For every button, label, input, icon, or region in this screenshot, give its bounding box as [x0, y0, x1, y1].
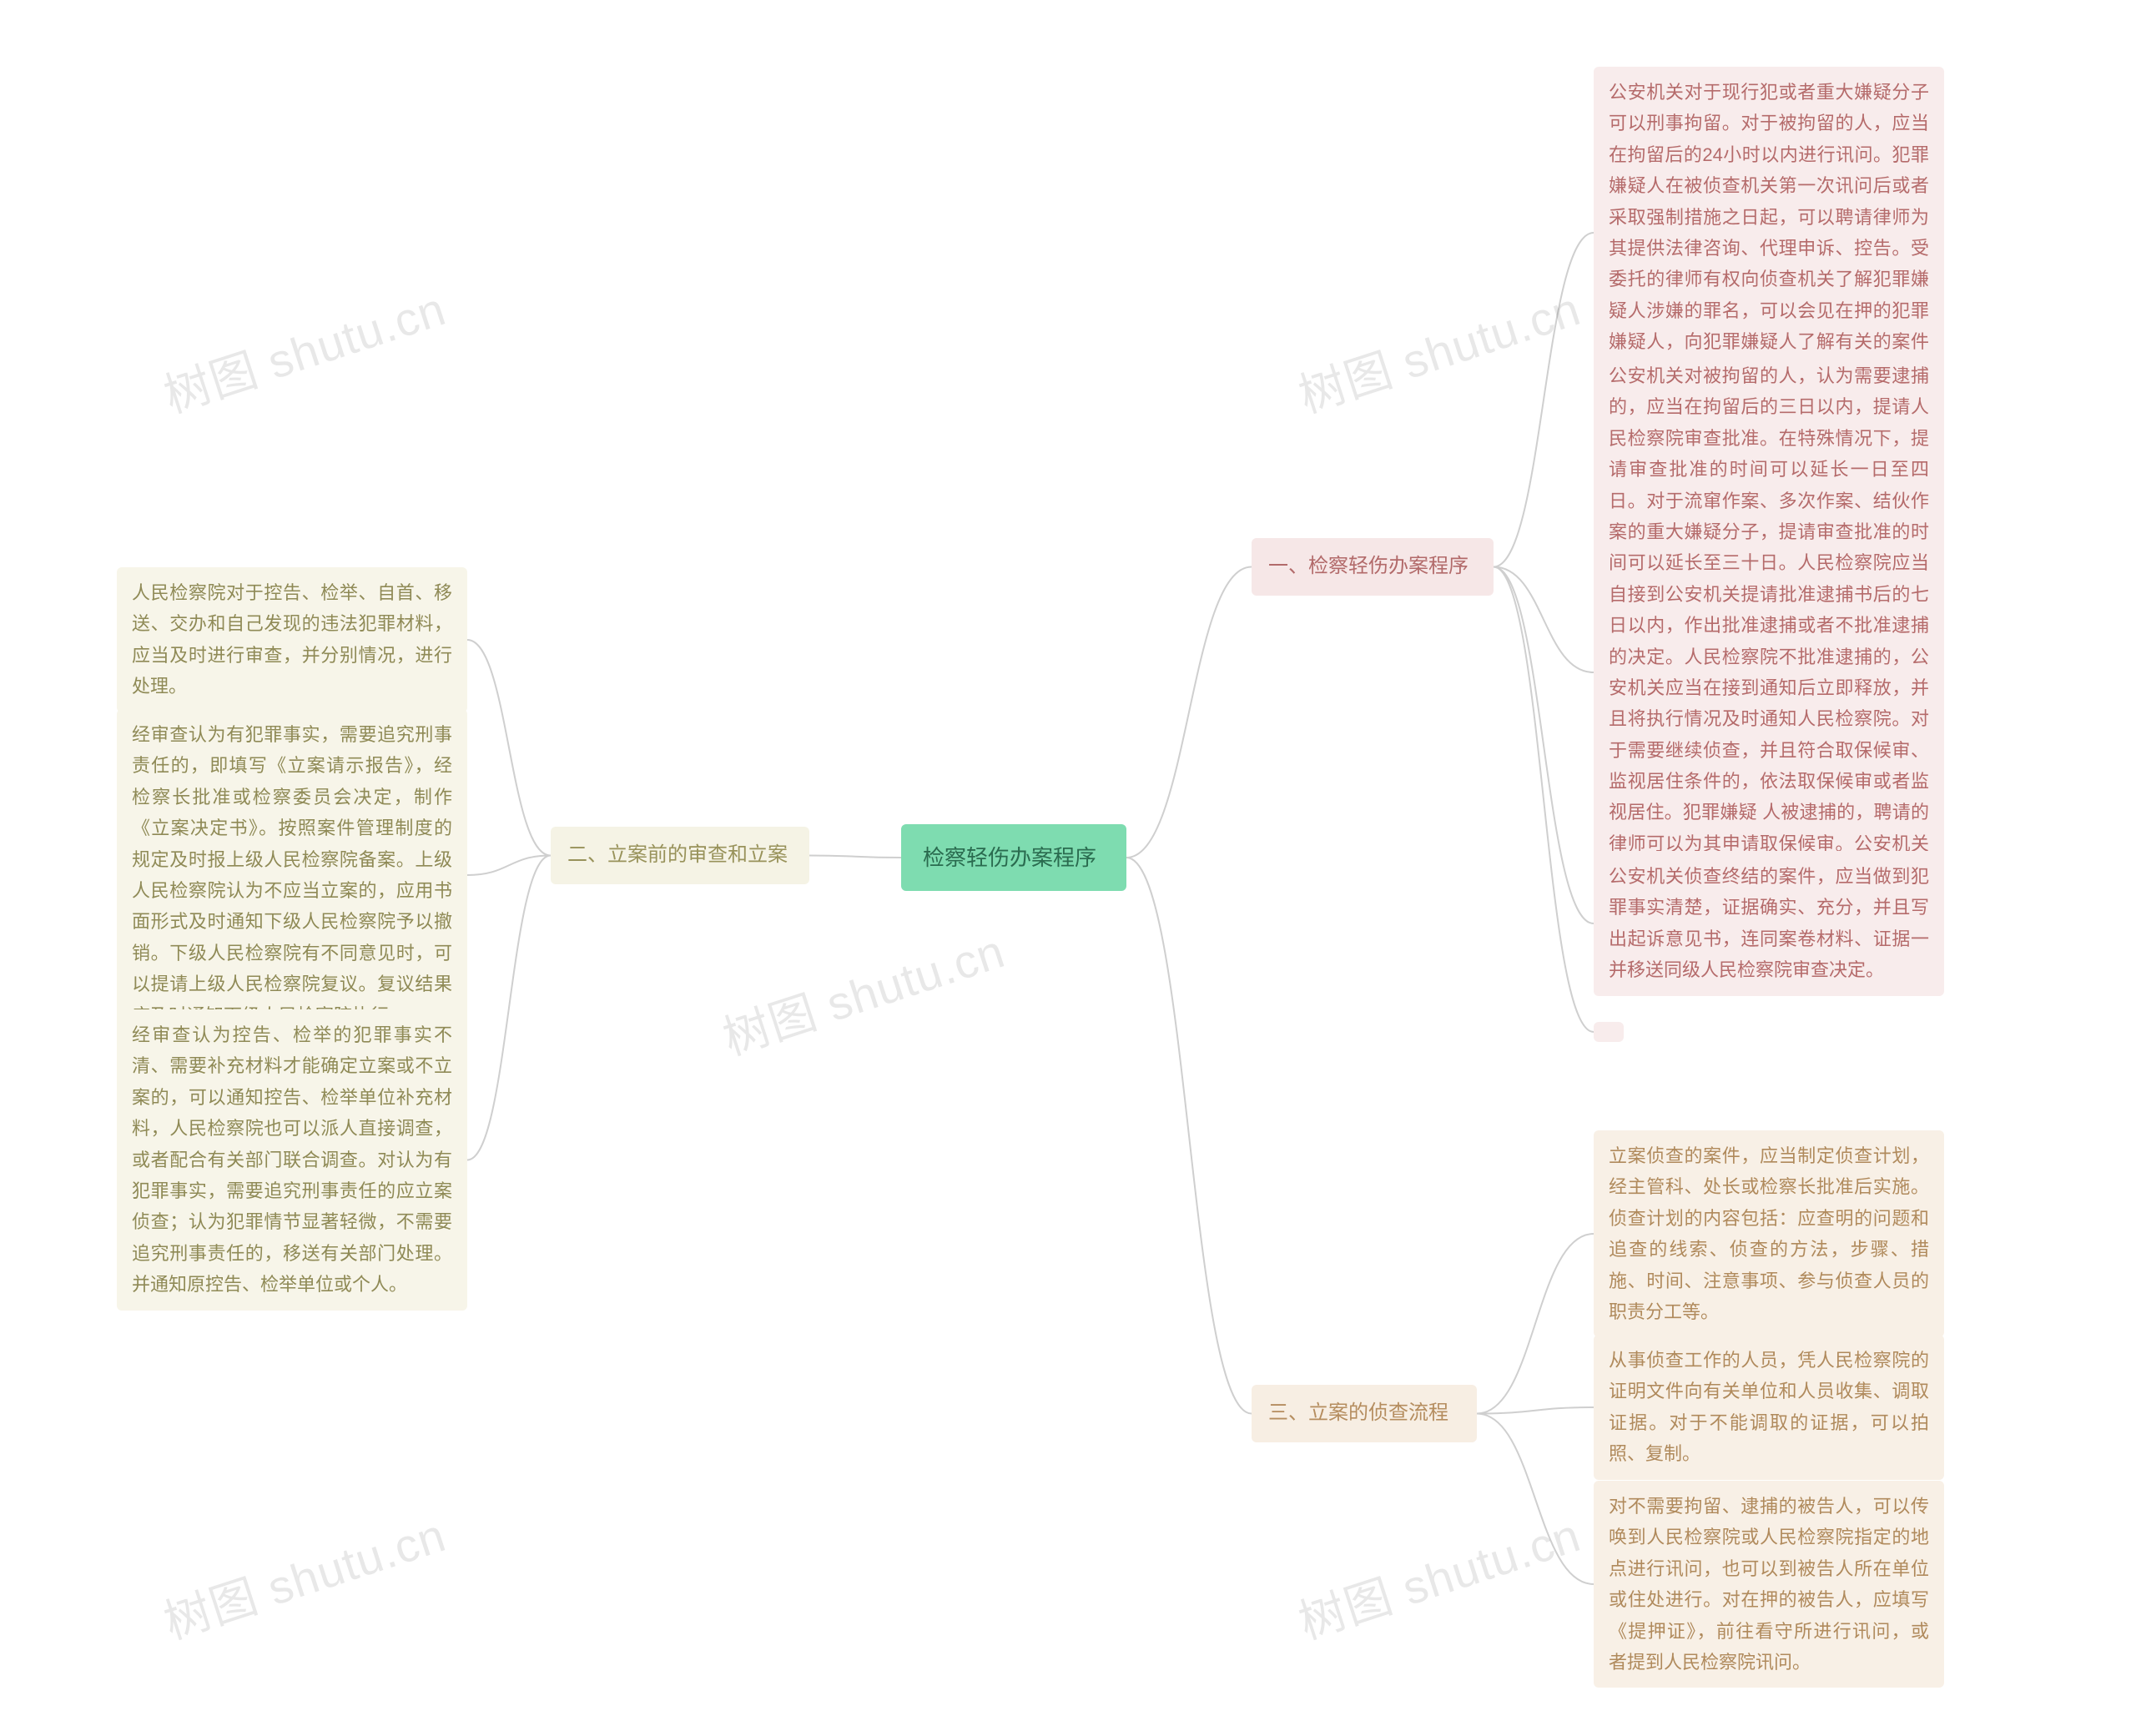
leaf-text: 人民检察院对于控告、检举、自首、移送、交办和自己发现的违法犯罪材料，应当及时进行…	[132, 582, 452, 697]
watermark: 树图 shutu.cn	[154, 1498, 453, 1653]
leaf-b1-0: 公安机关对于现行犯或者重大嫌疑分子可以刑事拘留。对于被拘留的人，应当在拘留后的2…	[1594, 67, 1944, 399]
branch-label: 一、检察轻伤办案程序	[1268, 555, 1468, 577]
leaf-b3-1: 从事侦查工作的人员，凭人民检察院的证明文件向有关单位和人员收集、调取证据。对于不…	[1594, 1335, 1944, 1480]
branch-label: 三、立案的侦查流程	[1268, 1401, 1448, 1424]
leaf-b2-0: 人民检察院对于控告、检举、自首、移送、交办和自己发现的违法犯罪材料，应当及时进行…	[117, 567, 467, 712]
branch-b1: 一、检察轻伤办案程序	[1252, 538, 1494, 596]
root-label: 检察轻伤办案程序	[923, 845, 1096, 870]
leaf-b2-2: 经审查认为控告、检举的犯罪事实不清、需要补充材料才能确定立案或不立案的，可以通知…	[117, 1009, 467, 1311]
leaf-text: 公安机关侦查终结的案件，应当做到犯罪事实清楚，证据确实、充分，并且写出起诉意见书…	[1609, 866, 1929, 980]
branch-b3: 三、立案的侦查流程	[1252, 1385, 1477, 1442]
leaf-text: 从事侦查工作的人员，凭人民检察院的证明文件向有关单位和人员收集、调取证据。对于不…	[1609, 1350, 1929, 1464]
watermark: 树图 shutu.cn	[713, 914, 1012, 1069]
root-node: 检察轻伤办案程序	[901, 824, 1126, 891]
leaf-b2-1: 经审查认为有犯罪事实，需要追究刑事责任的，即填写《立案请示报告》，经检察长批准或…	[117, 709, 467, 1041]
leaf-text: 公安机关对于现行犯或者重大嫌疑分子可以刑事拘留。对于被拘留的人，应当在拘留后的2…	[1609, 82, 1929, 384]
watermark: 树图 shutu.cn	[154, 272, 453, 426]
leaf-text: 立案侦查的案件，应当制定侦查计划，经主管科、处长或检察长批准后实施。侦查计划的内…	[1609, 1145, 1929, 1322]
leaf-b3-0: 立案侦查的案件，应当制定侦查计划，经主管科、处长或检察长批准后实施。侦查计划的内…	[1594, 1130, 1944, 1337]
branch-b2: 二、立案前的审查和立案	[551, 827, 809, 884]
watermark: 树图 shutu.cn	[1289, 272, 1588, 426]
leaf-text: 经审查认为有犯罪事实，需要追究刑事责任的，即填写《立案请示报告》，经检察长批准或…	[132, 724, 452, 1026]
leaf-b1-2: 公安机关侦查终结的案件，应当做到犯罪事实清楚，证据确实、充分，并且写出起诉意见书…	[1594, 851, 1944, 996]
leaf-text: 对不需要拘留、逮捕的被告人，可以传唤到人民检察院或人民检察院指定的地点进行讯问，…	[1609, 1496, 1929, 1673]
branch-label: 二、立案前的审查和立案	[567, 843, 788, 866]
leaf-b1-3	[1594, 1022, 1624, 1042]
leaf-b3-2: 对不需要拘留、逮捕的被告人，可以传唤到人民检察院或人民检察院指定的地点进行讯问，…	[1594, 1481, 1944, 1688]
watermark: 树图 shutu.cn	[1289, 1498, 1588, 1653]
leaf-text: 经审查认为控告、检举的犯罪事实不清、需要补充材料才能确定立案或不立案的，可以通知…	[132, 1024, 452, 1295]
